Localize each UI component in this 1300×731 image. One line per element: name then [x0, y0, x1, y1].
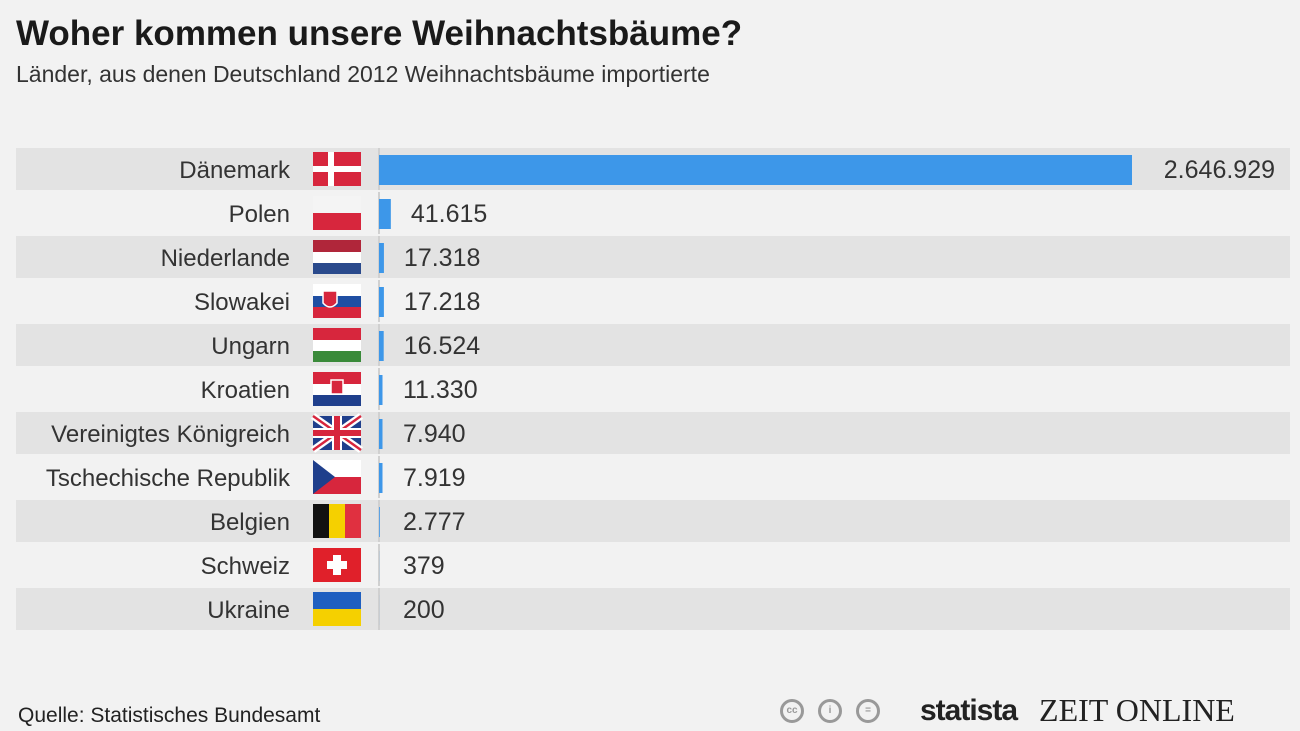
statista-logo: statista — [920, 693, 1018, 727]
value-label: 16.524 — [404, 332, 481, 360]
category-label: Vereinigtes Königreich — [51, 421, 290, 448]
value-label: 17.218 — [404, 288, 480, 316]
flag-ua-icon — [313, 592, 361, 626]
category-label: Polen — [229, 201, 290, 228]
nd-icon: = — [856, 698, 880, 723]
bar — [379, 463, 383, 493]
bar — [379, 419, 383, 449]
bar — [379, 287, 384, 317]
category-label: Slowakei — [194, 289, 290, 316]
bar-chart: Dänemark 2.646.929 Polen 41.615 Niederlande 1… — [16, 148, 1290, 630]
value-label: 379 — [403, 552, 445, 580]
row-band — [16, 412, 1290, 454]
category-label: Ukraine — [207, 597, 290, 624]
bar — [379, 331, 384, 361]
bar — [379, 155, 1132, 185]
row-band — [16, 588, 1290, 630]
bar — [379, 199, 391, 229]
bar — [379, 375, 383, 405]
flag-nl-icon — [313, 240, 361, 274]
flag-hu-icon — [313, 328, 361, 362]
value-label: 7.940 — [403, 420, 466, 448]
flag-gb-icon — [310, 413, 364, 453]
row-band — [16, 236, 1290, 278]
category-label: Belgien — [210, 509, 290, 536]
by-icon: i — [818, 698, 842, 723]
bar — [379, 243, 384, 273]
category-label: Tschechische Republik — [46, 465, 291, 492]
zeit-online-logo: ZEIT ONLINE — [1039, 692, 1235, 728]
chart-subtitle: Länder, aus denen Deutschland 2012 Weihn… — [16, 61, 710, 87]
flag-dk-icon — [313, 152, 361, 186]
value-label: 7.919 — [403, 464, 466, 492]
category-label: Kroatien — [201, 377, 290, 404]
flag-ch-icon — [313, 548, 361, 582]
category-label: Niederlande — [161, 245, 290, 272]
flag-hr-icon — [313, 372, 361, 406]
value-label: 2.646.929 — [1164, 156, 1275, 184]
source-note: Quelle: Statistisches Bundesamt — [18, 704, 321, 727]
flag-pl-icon — [313, 196, 361, 230]
cc-icon: cc — [780, 698, 804, 723]
value-label: 17.318 — [404, 244, 480, 272]
category-label: Dänemark — [179, 157, 291, 184]
row-band — [16, 500, 1290, 542]
bar — [379, 507, 380, 537]
category-label: Ungarn — [211, 333, 290, 360]
flag-be-icon — [313, 504, 361, 538]
flag-cz-icon — [313, 460, 361, 494]
category-label: Schweiz — [201, 553, 290, 580]
chart-title: Woher kommen unsere Weihnachtsbäume? — [16, 14, 743, 53]
value-label: 2.777 — [403, 508, 466, 536]
flag-sk-icon — [313, 284, 361, 318]
value-label: 200 — [403, 596, 445, 624]
logos: cc i = statista ZEIT ONLINE — [780, 692, 1235, 729]
value-label: 41.615 — [411, 200, 487, 228]
value-label: 11.330 — [403, 376, 478, 404]
row-band — [16, 324, 1290, 366]
